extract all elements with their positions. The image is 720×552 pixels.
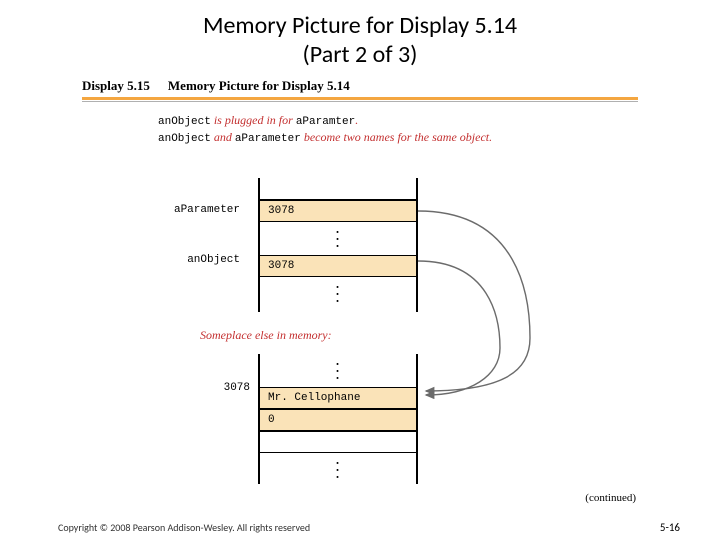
cell-value-2: 3078 [268,260,294,272]
page-number: 5-16 [660,521,680,534]
mem-cell-name: Mr. Cellophane [260,387,416,409]
cell-value-name: Mr. Cellophane [268,392,360,404]
continued-marker: (continued) [585,492,636,504]
vdots-1: ··· [260,222,416,255]
cell-value-zero: 0 [268,414,275,426]
slide-title: Memory Picture for Display 5.14 (Part 2 … [0,12,720,70]
note-text-4: become two names for the same object. [301,130,492,144]
note-code-3: anObject [158,133,211,145]
memory-strip-lower: ··· Mr. Cellophane 0 ··· [258,354,418,484]
label-aparameter: aParameter [130,204,240,216]
display-number: Display 5.15 [82,78,150,94]
note-text-1: is plugged in for [211,113,296,127]
mem-cell-blank-2 [260,431,416,453]
header-rule [82,97,638,102]
copyright-footer: Copyright © 2008 Pearson Addison-Wesley.… [58,521,310,534]
memory-diagram: 3078 ··· 3078 ··· aParameter anObject So… [0,178,720,508]
display-subheader: Display 5.15 Memory Picture for Display … [0,78,720,94]
cell-value-1: 3078 [268,205,294,217]
note-code-2: aParamter [296,116,355,128]
title-line-2: (Part 2 of 3) [303,40,418,69]
title-line-1: Memory Picture for Display 5.14 [203,11,517,40]
mem-cell-anobject: 3078 [260,255,416,277]
display-subtitle: Memory Picture for Display 5.14 [168,78,350,94]
memory-strip-upper: 3078 ··· 3078 ··· [258,178,418,312]
note-text-3: and [211,130,235,144]
note-code-1: anObject [158,116,211,128]
note-text-2: . [355,113,358,127]
mem-cell-aparameter: 3078 [260,200,416,222]
annotation-note: anObject is plugged in for aParamter. an… [158,112,720,148]
note-code-4: aParameter [235,133,301,145]
mem-cell-blank [260,178,416,200]
label-address: 3078 [200,382,250,394]
vdots-3: ··· [260,354,416,387]
vdots-2: ··· [260,277,416,310]
someplace-label: Someplace else in memory: [200,328,332,343]
vdots-4: ··· [260,453,416,486]
mem-cell-zero: 0 [260,409,416,431]
label-anobject: anObject [130,254,240,266]
